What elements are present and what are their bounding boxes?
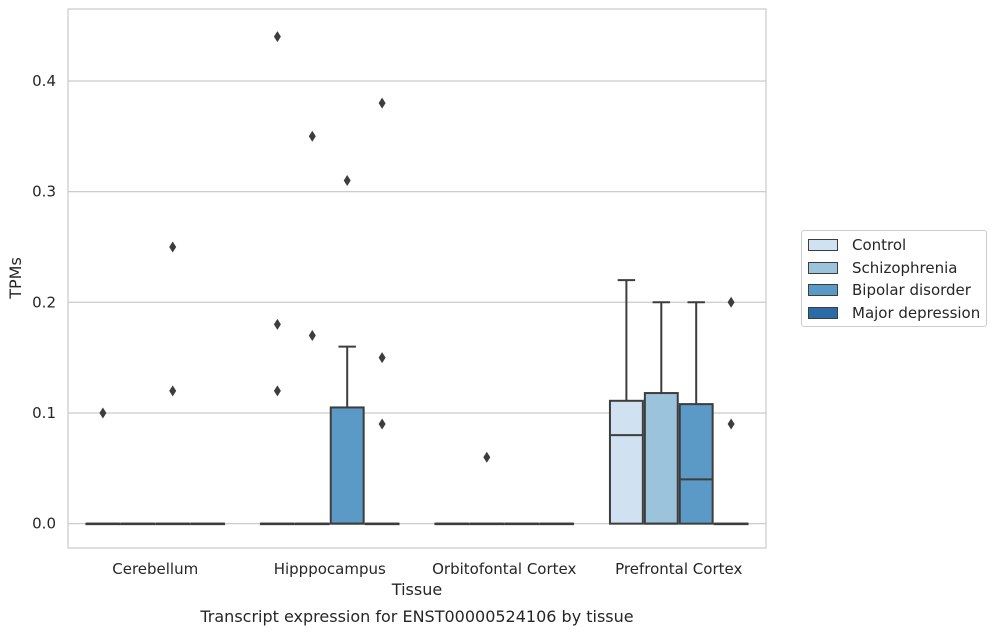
x-axis-label: Tissue (391, 580, 442, 599)
legend-item-schizophrenia: Schizophrenia (808, 258, 957, 278)
box-layer (85, 279, 749, 526)
legend-label-control: Control (852, 236, 907, 254)
box-body (329, 406, 365, 525)
outlier-point (169, 241, 177, 253)
plot-frame (67, 8, 767, 549)
outlier-point (308, 130, 316, 142)
box-body (678, 403, 714, 525)
box-orbitofontal-cortex-major-depression (539, 522, 575, 526)
box-cerebellum-bipolar-disorder (155, 522, 191, 526)
outlier-point (727, 296, 735, 308)
box-cerebellum-control (85, 522, 121, 526)
box-body (643, 392, 679, 525)
box-prefrontal-cortex-schizophrenia (643, 301, 679, 525)
box-cerebellum-schizophrenia (120, 522, 156, 526)
outlier-point (273, 385, 281, 397)
box-hipppocampus-control (259, 522, 295, 526)
x-tick-label-orbitofontal-cortex: Orbitofontal Cortex (432, 560, 576, 578)
x-tick-labels: Cerebellum Hipppocampus Orbitofontal Corte… (112, 560, 742, 578)
legend-item-major-depression: Major depression (808, 303, 980, 323)
box-hipppocampus-major-depression (364, 522, 400, 526)
box-hipppocampus-schizophrenia (294, 522, 330, 526)
y-tick-labels: 0.0 0.1 0.2 0.3 0.4 (32, 72, 56, 533)
outlier-point (378, 352, 386, 364)
outlier-point (343, 175, 351, 187)
box-hipppocampus-bipolar-disorder (329, 345, 365, 525)
legend-swatch-control (808, 239, 838, 251)
outlier-point (308, 329, 316, 341)
chart-title: Transcript expression for ENST0000052410… (199, 607, 633, 626)
legend-item-control: Control (808, 235, 906, 255)
outlier-point (378, 97, 386, 109)
legend-swatch-major-depression (808, 307, 838, 319)
x-tick-label-prefrontal-cortex: Prefrontal Cortex (615, 560, 742, 578)
box-prefrontal-cortex-bipolar-disorder (678, 301, 714, 525)
box-orbitofontal-cortex-control (434, 522, 470, 526)
outlier-point (727, 418, 735, 430)
y-tick-label: 0.3 (32, 183, 56, 201)
box-body (608, 399, 644, 525)
outlier-point (273, 318, 281, 330)
y-tick-label: 0.2 (32, 293, 56, 311)
legend-label-bipolar-disorder: Bipolar disorder (852, 281, 971, 299)
box-orbitofontal-cortex-bipolar-disorder (504, 522, 540, 526)
legend-item-bipolar-disorder: Bipolar disorder (808, 280, 971, 300)
box-prefrontal-cortex-major-depression (713, 522, 749, 526)
legend-label-schizophrenia: Schizophrenia (852, 259, 958, 277)
y-tick-label: 0.4 (32, 72, 56, 90)
legend-label-major-depression: Major depression (852, 304, 981, 322)
y-tick-label: 0.0 (32, 515, 56, 533)
x-tick-label-cerebellum: Cerebellum (112, 560, 198, 578)
y-axis-label: TPMs (6, 257, 25, 300)
y-tick-label: 0.1 (32, 404, 56, 422)
outlier-point (273, 31, 281, 43)
x-tick-label-hipppocampus: Hipppocampus (274, 560, 386, 578)
outlier-point (483, 451, 491, 463)
outlier-point (378, 418, 386, 430)
outlier-layer (99, 31, 735, 463)
box-orbitofontal-cortex-schizophrenia (469, 522, 505, 526)
box-cerebellum-major-depression (190, 522, 226, 526)
outlier-point (169, 385, 177, 397)
box-prefrontal-cortex-control (608, 279, 644, 525)
outlier-point (99, 407, 107, 419)
legend-swatch-schizophrenia (808, 262, 838, 274)
legend-swatch-bipolar-disorder (808, 284, 838, 296)
legend: Control Schizophrenia Bipolar disorder M… (801, 230, 987, 327)
